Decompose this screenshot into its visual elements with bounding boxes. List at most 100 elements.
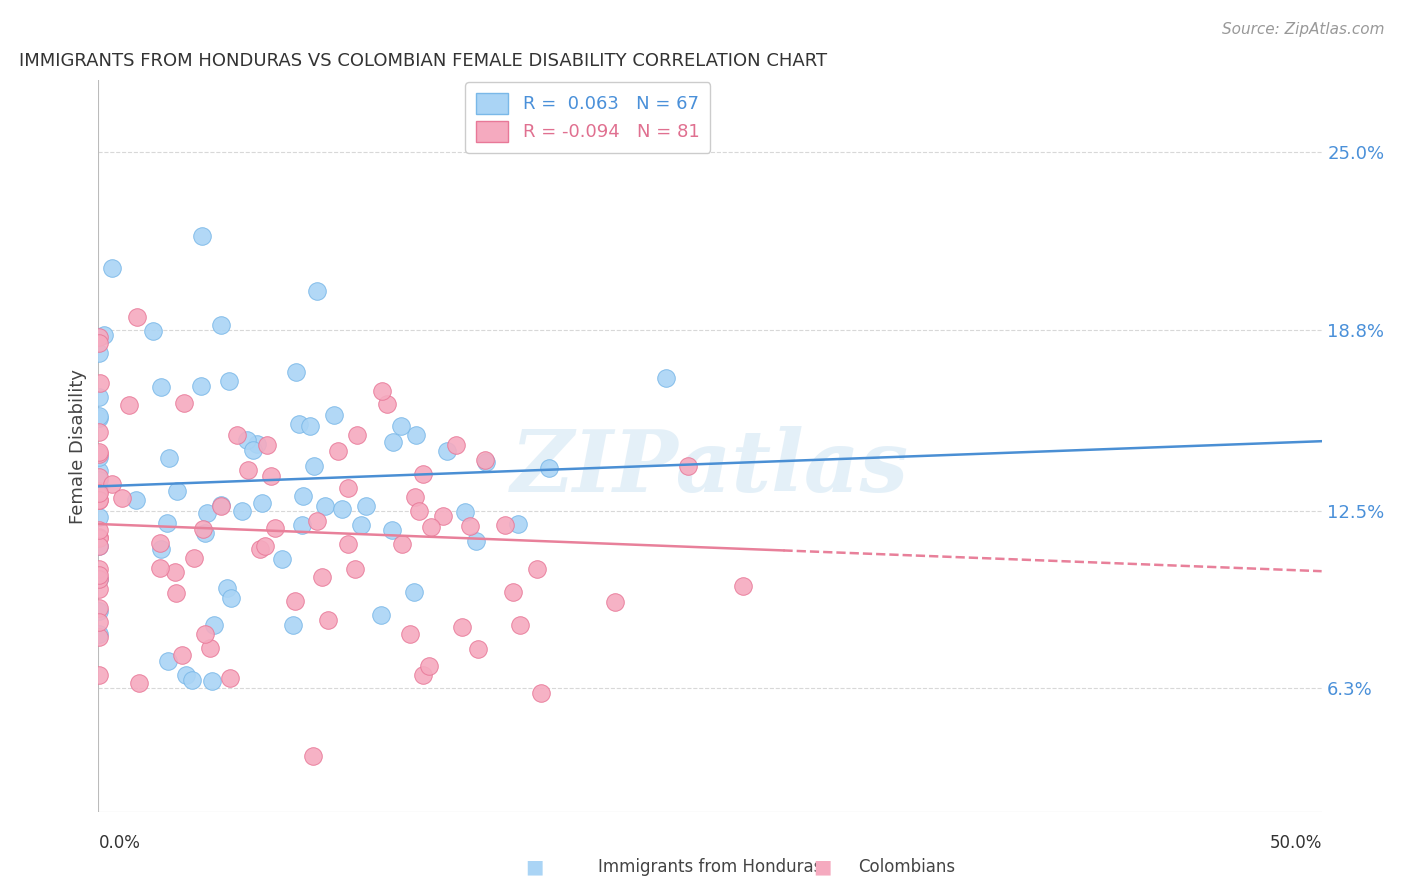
Text: ■: ■ (813, 857, 832, 877)
Point (451, 620, 474, 634)
Point (87, 604, 110, 618)
Point (87, 668, 110, 682)
Point (149, 380, 172, 394)
Point (370, 608, 392, 623)
Point (87, 409, 110, 424)
Point (284, 365, 307, 379)
Point (190, 229, 212, 244)
Point (291, 517, 314, 532)
Point (311, 570, 333, 584)
Point (87, 539, 110, 553)
Point (271, 552, 294, 566)
Point (195, 506, 218, 520)
Point (337, 537, 360, 551)
Point (87, 539, 110, 553)
Point (526, 562, 548, 576)
Point (298, 419, 321, 434)
Point (432, 508, 454, 523)
Point (87, 523, 110, 537)
Point (87, 390, 110, 404)
Text: Source: ZipAtlas.com: Source: ZipAtlas.com (1222, 22, 1385, 37)
Point (288, 417, 311, 431)
Point (87, 492, 110, 507)
Point (87, 567, 110, 582)
Point (436, 444, 458, 458)
Point (87, 573, 110, 587)
Point (330, 501, 353, 516)
Point (236, 433, 259, 447)
Point (254, 539, 277, 553)
Point (87, 532, 110, 546)
Point (250, 496, 273, 510)
Point (87, 562, 110, 576)
Point (231, 504, 253, 518)
Point (172, 648, 194, 662)
Point (202, 618, 225, 632)
Point (194, 526, 217, 541)
Point (209, 318, 232, 332)
Point (87, 447, 110, 461)
Point (399, 626, 422, 640)
Point (249, 541, 271, 556)
Point (219, 591, 242, 606)
Point (87, 470, 110, 484)
Point (453, 505, 475, 519)
Point (173, 396, 195, 410)
Point (404, 585, 426, 599)
Point (87, 582, 110, 596)
Point (475, 455, 498, 469)
Point (292, 489, 315, 503)
Point (149, 535, 172, 549)
Point (87, 484, 110, 499)
Point (128, 676, 150, 690)
Point (87, 450, 110, 464)
Point (87, 445, 110, 459)
Point (444, 438, 467, 452)
Point (101, 476, 124, 491)
Point (354, 499, 377, 513)
Point (733, 579, 755, 593)
Text: 0.0%: 0.0% (98, 834, 141, 852)
Point (404, 490, 426, 504)
Point (89, 376, 111, 390)
Text: ■: ■ (524, 857, 544, 877)
Text: ZIPatlas: ZIPatlas (510, 426, 910, 509)
Point (226, 428, 249, 442)
Point (281, 618, 304, 632)
Point (509, 617, 531, 632)
Point (323, 408, 346, 422)
Point (87, 464, 110, 478)
Point (87, 529, 110, 543)
Point (256, 438, 278, 452)
Point (318, 613, 340, 627)
Point (87, 425, 110, 440)
Point (314, 499, 336, 513)
Point (165, 565, 187, 579)
Point (530, 685, 553, 699)
Point (118, 398, 141, 412)
Point (201, 674, 224, 689)
Point (87, 509, 110, 524)
Point (405, 427, 427, 442)
Point (190, 378, 212, 392)
Point (150, 542, 173, 557)
Point (215, 581, 238, 595)
Point (418, 659, 440, 673)
Point (305, 514, 328, 528)
Point (87, 601, 110, 615)
Point (370, 384, 392, 398)
Point (142, 324, 165, 338)
Point (301, 749, 323, 764)
Point (193, 522, 215, 536)
Point (166, 484, 188, 499)
Point (458, 519, 481, 533)
Point (375, 397, 398, 411)
Y-axis label: Female Disability: Female Disability (69, 368, 87, 524)
Point (149, 561, 172, 575)
Point (87, 330, 110, 344)
Point (87, 627, 110, 641)
Point (603, 595, 626, 609)
Point (209, 499, 232, 513)
Point (218, 374, 240, 388)
Point (412, 467, 434, 481)
